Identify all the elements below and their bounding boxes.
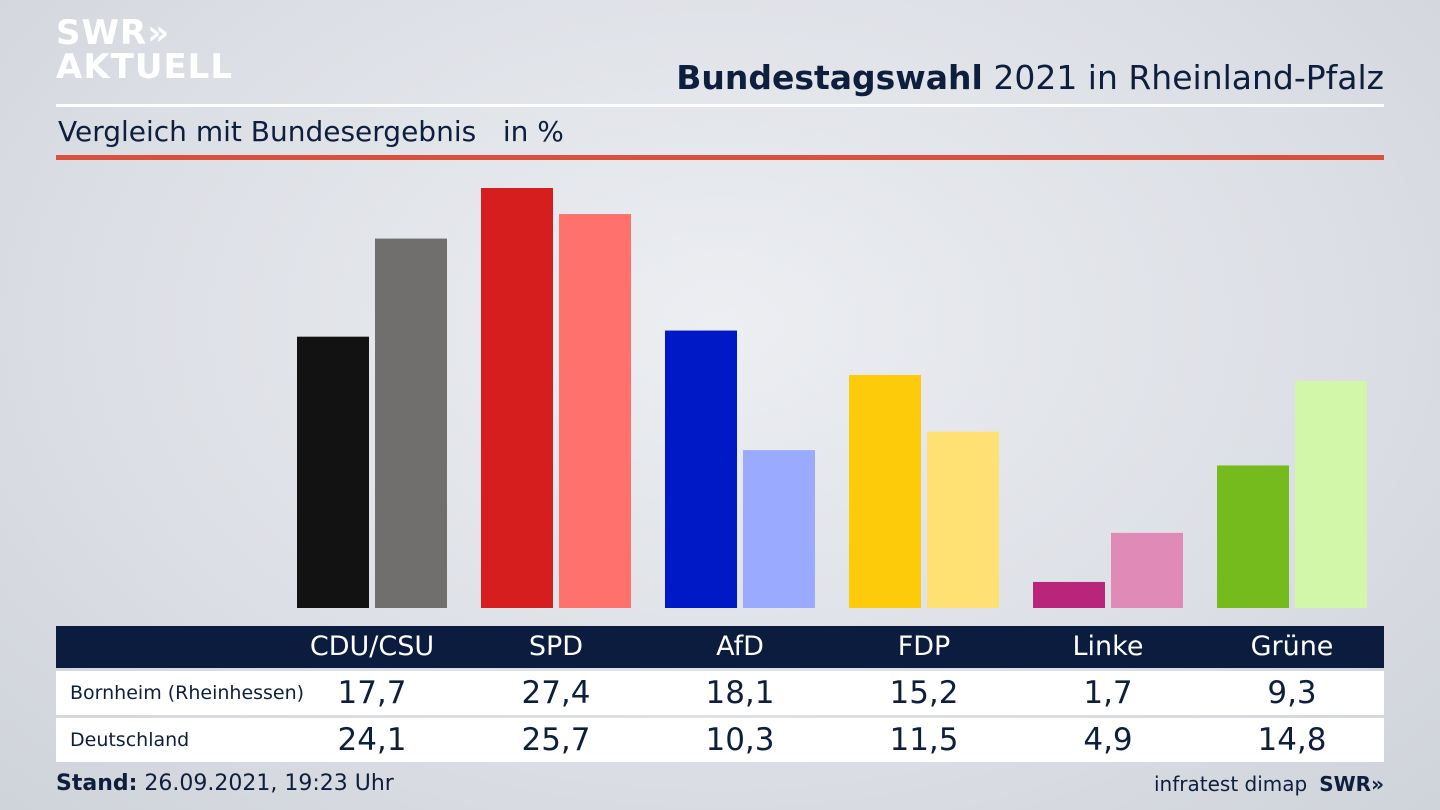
timestamp: Stand: 26.09.2021, 19:23 Uhr [56, 771, 394, 796]
stand-value: 26.09.2021, 19:23 Uhr [137, 771, 394, 796]
party-label: Grüne [1250, 631, 1334, 662]
bar-bornheim-fdp [849, 375, 921, 608]
value-label: 24,1 [337, 722, 407, 758]
value-label: 14,8 [1257, 722, 1327, 758]
subtitle-divider [56, 155, 1384, 160]
value-label: 9,3 [1267, 675, 1317, 711]
bar-bornheim-spd [481, 188, 553, 608]
value-label: 27,4 [521, 675, 591, 711]
value-label: 10,3 [705, 722, 775, 758]
party-label: Linke [1072, 631, 1144, 662]
bar-bornheim-afd [665, 330, 737, 608]
row-label: Bornheim (Rheinhessen) [70, 682, 305, 704]
logo-line-2: AKTUELL [56, 47, 234, 87]
results-table: CDU/CSU SPD AfD FDP Linke Grüne Bornheim (Rhe… [56, 626, 1384, 762]
source-label: infratest dimap [1154, 772, 1308, 796]
value-label: 18,1 [705, 675, 775, 711]
bar-deutschland-cdu-csu [375, 238, 447, 609]
bar-bornheim-linke [1033, 581, 1105, 608]
value-label: 1,7 [1083, 675, 1133, 711]
value-label: 11,5 [889, 722, 959, 758]
logo-line-1: SWR» [56, 13, 171, 53]
swr-brand-logo: SWR» [1319, 772, 1384, 796]
bar-deutschland-grüne [1295, 381, 1367, 608]
party-label: SPD [528, 631, 584, 662]
bar-bornheim-cdu-csu [297, 336, 369, 608]
party-label: CDU/CSU [309, 631, 435, 662]
table-row: Deutschland 24,1 25,7 10,3 11,5 4,9 14,8 [56, 718, 1384, 762]
page-title: Bundestagswahl 2021 in Rheinland-Pfalz [676, 58, 1384, 97]
title-divider [56, 104, 1384, 107]
bar-deutschland-spd [559, 214, 631, 608]
value-label: 4,9 [1083, 722, 1133, 758]
party-label: AfD [716, 631, 764, 662]
title-rest: 2021 in Rheinland-Pfalz [982, 58, 1384, 97]
chart-subtitle: Vergleich mit Bundesergebnis in % [58, 115, 564, 148]
table-header-row: CDU/CSU SPD AfD FDP Linke Grüne [56, 626, 1384, 668]
bar-deutschland-afd [743, 450, 815, 608]
table-row: Bornheim (Rheinhessen) 17,7 27,4 18,1 15,2 1… [56, 671, 1384, 715]
swr-aktuell-logo: SWR» AKTUELL [56, 16, 233, 84]
stand-label: Stand: [56, 771, 138, 796]
title-bold: Bundestagswahl [676, 58, 983, 97]
row-label: Deutschland [70, 729, 190, 751]
value-label: 15,2 [889, 675, 959, 711]
source-credit: infratest dimap SWR» [1154, 772, 1384, 796]
value-label: 25,7 [521, 722, 591, 758]
value-label: 17,7 [337, 675, 407, 711]
bar-bornheim-grüne [1217, 465, 1289, 608]
party-label: FDP [897, 631, 951, 662]
bar-deutschland-linke [1111, 532, 1183, 608]
bar-deutschland-fdp [927, 431, 999, 608]
